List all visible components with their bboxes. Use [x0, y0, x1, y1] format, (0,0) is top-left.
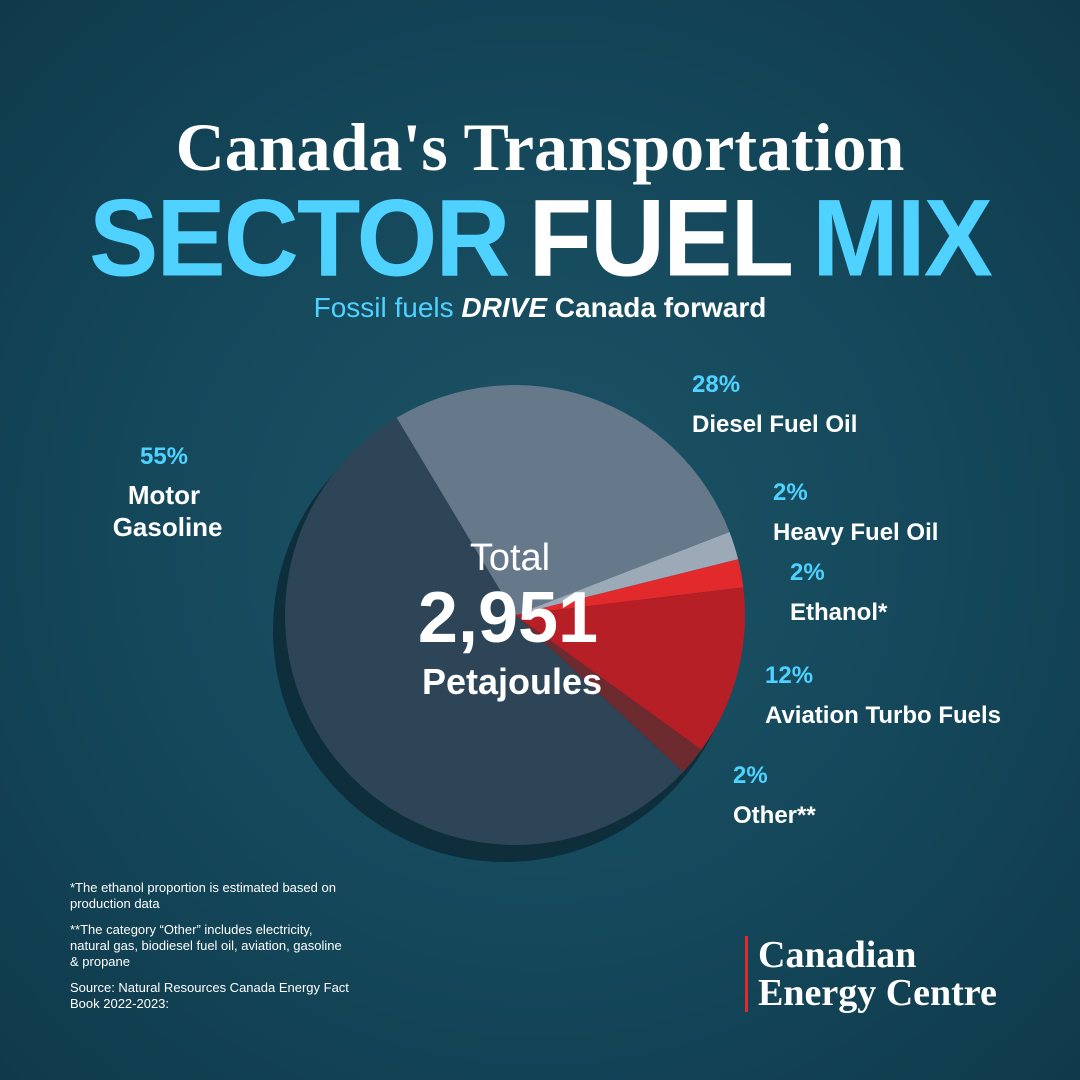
slice-percent: 12% [765, 662, 813, 689]
slice-percent: 2% [733, 762, 768, 789]
title-line-2: SECTOR FUEL MIX [0, 177, 1080, 302]
slice-percent: 2% [773, 479, 808, 506]
pie-slice [515, 559, 744, 615]
title: Canada's Transportation [175, 109, 905, 185]
title-word: FUEL [528, 178, 795, 300]
slice-label: Ethanol* [790, 599, 888, 626]
subtitle-part: Fossil fuels [313, 292, 454, 323]
center-unit: Petajoules [422, 661, 602, 702]
logo-line: Canadian [758, 934, 917, 976]
slice-percent: 55% [140, 443, 188, 470]
slice-percent: 28% [692, 371, 740, 398]
pie-slice [515, 615, 702, 772]
footnote: Source: Natural Resources Canada Energy … [70, 980, 349, 1011]
logo: Canadian Energy Centre [745, 936, 997, 1012]
center-label: Total [470, 537, 550, 579]
pie-slice [396, 385, 730, 615]
pie-slice [284, 417, 684, 846]
logo-line: Energy Centre [758, 972, 997, 1014]
pie-slice [515, 531, 739, 615]
footnote: **The category “Other” includes electric… [70, 922, 342, 969]
slice-label: Aviation Turbo Fuels [765, 702, 1001, 729]
center-total: 2,951 [418, 578, 598, 658]
slice-percent: 2% [790, 559, 825, 586]
title-word: MIX [812, 178, 993, 300]
subtitle-part: Canada forward [554, 292, 767, 323]
slice-label: Other** [733, 802, 816, 829]
subtitle-part: DRIVE [461, 292, 547, 323]
title-word: SECTOR [89, 178, 510, 300]
pie-slice [515, 587, 745, 750]
slice-label: Diesel Fuel Oil [692, 411, 857, 438]
subtitle: Fossil fuels DRIVE Canada forward [0, 292, 1080, 324]
footnote: *The ethanol proportion is estimated bas… [70, 880, 336, 911]
slice-label: Heavy Fuel Oil [773, 519, 938, 546]
slice-label: Motor Gasoline [105, 480, 222, 542]
